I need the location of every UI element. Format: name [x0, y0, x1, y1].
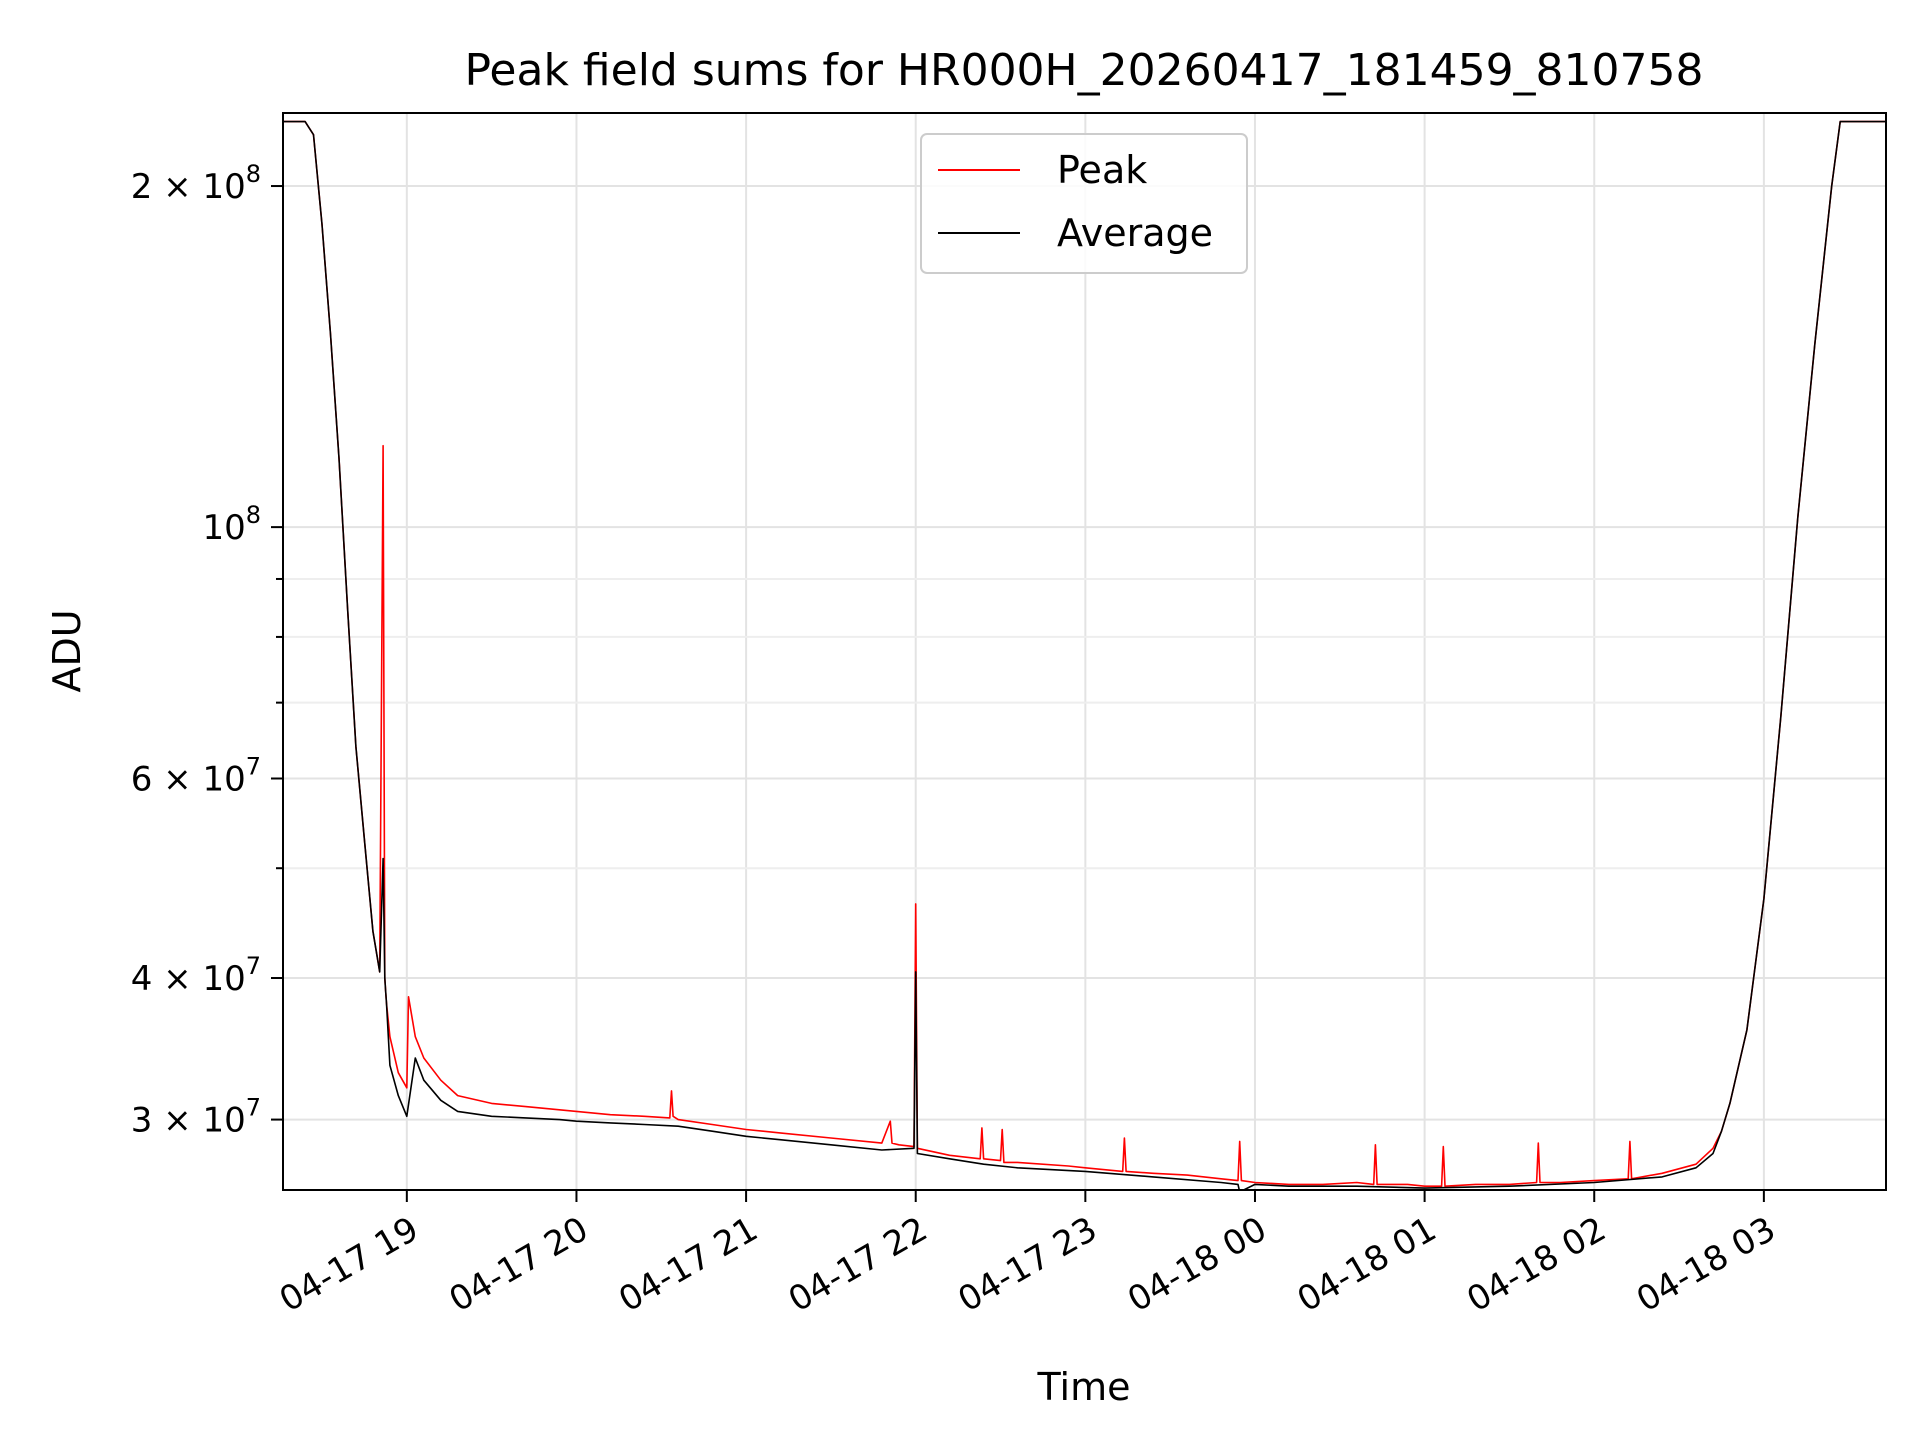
- series-line-average: [283, 120, 1886, 1190]
- legend-peak-label: Peak: [1057, 148, 1147, 192]
- y-tick-label-0: 3 × 107: [131, 1094, 261, 1141]
- legend: Peak Average: [920, 133, 1248, 274]
- chart-title: Peak field sums for HR000H_20260417_1814…: [464, 45, 1703, 96]
- y-tick-label-2: 6 × 107: [131, 752, 261, 799]
- series-layer: [283, 120, 1886, 1190]
- grid-layer: [283, 113, 1886, 1190]
- x-axis-label: Time: [1037, 1365, 1131, 1409]
- y-tick-label-4: 2 × 108: [131, 160, 261, 207]
- y-tick-label-3: 108: [202, 501, 261, 548]
- y-axis-label: ADU: [45, 609, 89, 692]
- y-tick-label-1: 4 × 107: [131, 952, 261, 999]
- legend-box: [920, 133, 1248, 274]
- y-ticks: 3 × 107 4 × 107 6 × 107 108 2 × 108: [131, 160, 283, 1141]
- legend-average-label: Average: [1057, 211, 1213, 255]
- series-line-peak: [283, 120, 1886, 1187]
